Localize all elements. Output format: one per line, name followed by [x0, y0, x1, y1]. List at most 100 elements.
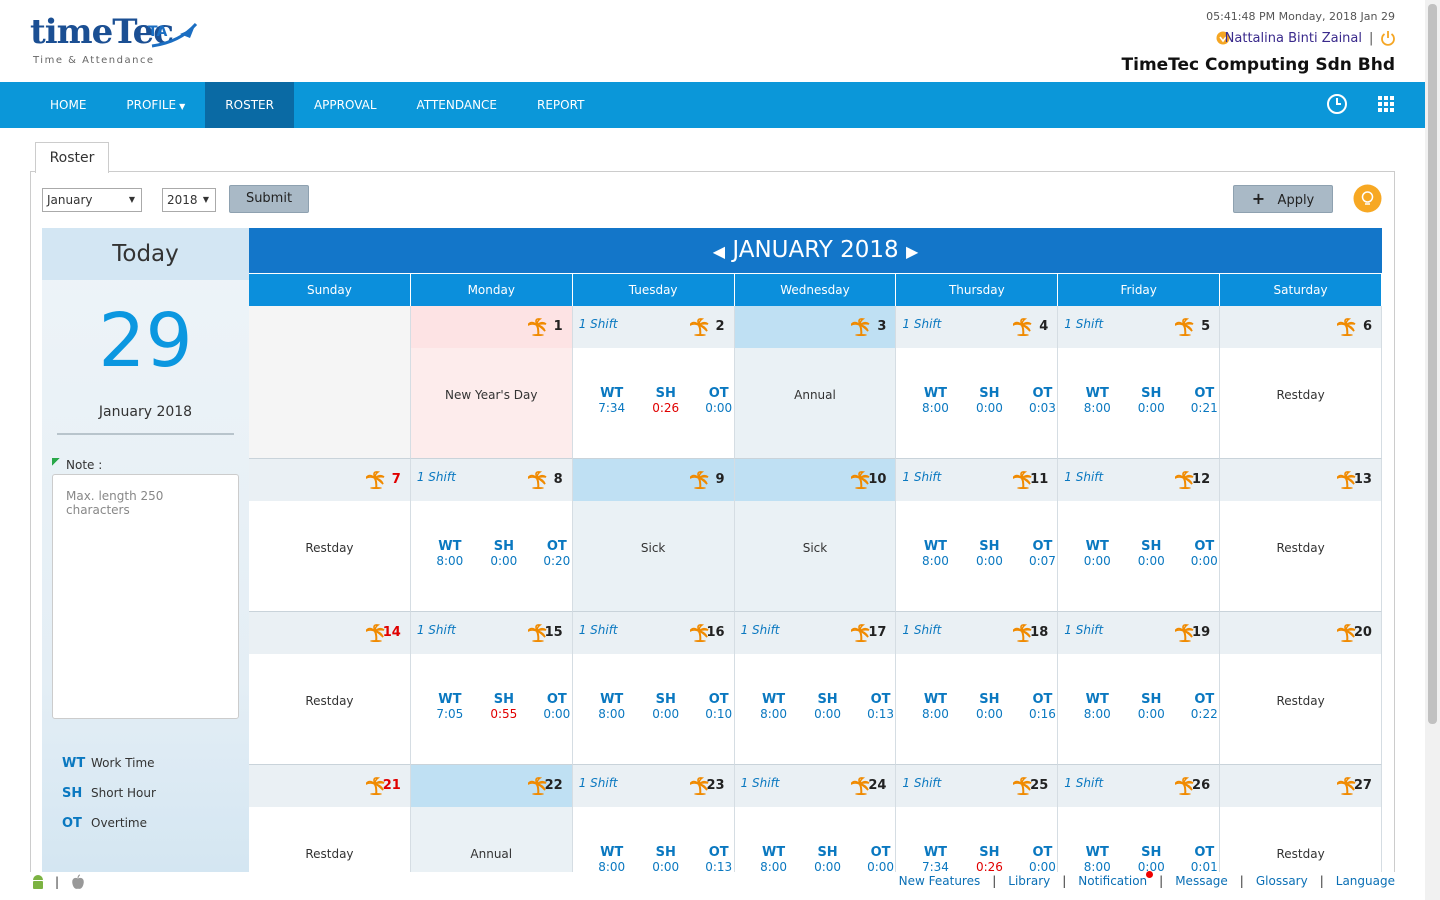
shift-label[interactable]: 1 Shift	[902, 317, 942, 331]
holiday-icon[interactable]	[1011, 624, 1033, 646]
nav-item[interactable]: ATTENDANCE	[397, 82, 517, 128]
shift-label[interactable]: 1 Shift	[416, 470, 456, 484]
day-cell[interactable]: 10 Sick	[734, 459, 897, 612]
shift-label[interactable]: 1 Shift	[1064, 623, 1104, 637]
shift-label[interactable]: 1 Shift	[1064, 317, 1104, 331]
next-month[interactable]: ▶	[905, 242, 919, 261]
day-number: 24	[868, 778, 887, 793]
shift-label[interactable]: 1 Shift	[902, 623, 942, 637]
day-cell[interactable]: 14 Restday	[249, 612, 411, 765]
shift-label[interactable]: 1 Shift	[1064, 776, 1104, 790]
holiday-icon[interactable]	[363, 624, 386, 646]
day-cell[interactable]: 22 Annual	[410, 765, 573, 872]
footer-link[interactable]: Language	[1335, 874, 1395, 888]
logo[interactable]: timeTec	[30, 12, 174, 52]
shift-label[interactable]: 1 Shift	[902, 470, 942, 484]
holiday-icon[interactable]	[1334, 624, 1357, 646]
holiday-icon[interactable]	[849, 777, 871, 799]
shift-label[interactable]: 1 Shift	[902, 776, 942, 790]
android-icon[interactable]	[30, 875, 46, 891]
scrollbar[interactable]	[1425, 0, 1440, 900]
day-cell[interactable]: 20 Restday	[1220, 612, 1382, 765]
holiday-icon[interactable]	[1011, 471, 1033, 493]
holiday-icon[interactable]	[687, 471, 710, 493]
day-cell[interactable]: 21 Restday	[249, 765, 411, 872]
footer-link[interactable]: Library	[1008, 874, 1051, 888]
holiday-icon[interactable]	[849, 624, 871, 646]
day-cell[interactable]: 1 Shift 25 WT 7:34 SH 0:26 OT 0:00	[896, 765, 1059, 872]
day-cell[interactable]: 1 Shift 2 WT 7:34 SH 0:26 OT 0:00	[572, 306, 735, 459]
apple-icon[interactable]	[70, 874, 86, 890]
day-cell[interactable]: 1 Shift 11 WT 8:00 SH 0:00 OT 0:07	[896, 459, 1059, 612]
nav-item[interactable]: HOME	[30, 82, 106, 128]
note-textarea[interactable]: Max. length 250 characters	[52, 474, 239, 719]
holiday-icon[interactable]	[1173, 624, 1195, 646]
apply-button[interactable]: + Apply	[1233, 185, 1333, 213]
day-cell[interactable]: 1 Shift 18 WT 8:00 SH 0:00 OT 0:16	[896, 612, 1059, 765]
holiday-icon[interactable]	[525, 624, 548, 646]
holiday-icon[interactable]	[525, 471, 548, 493]
submit-button[interactable]: Submit	[229, 185, 309, 213]
logout-icon[interactable]	[1380, 30, 1396, 46]
holiday-icon[interactable]	[687, 777, 710, 799]
nav-item[interactable]: ROSTER	[205, 82, 294, 128]
holiday-icon[interactable]	[1173, 777, 1195, 799]
shift-label[interactable]: 1 Shift	[578, 317, 618, 331]
holiday-icon[interactable]	[1011, 777, 1033, 799]
day-cell[interactable]: 1 Shift 16 WT 8:00 SH 0:00 OT 0:10	[572, 612, 735, 765]
holiday-icon[interactable]	[687, 318, 710, 340]
shift-label[interactable]: 1 Shift	[740, 776, 780, 790]
holiday-icon[interactable]	[525, 318, 548, 340]
day-cell[interactable]: 1 Shift 15 WT 7:05 SH 0:55 OT 0:00	[410, 612, 573, 765]
year-select[interactable]: 2018 ▼	[162, 188, 216, 212]
day-cell[interactable]: 3 Annual	[734, 306, 897, 459]
holiday-icon[interactable]	[363, 777, 386, 799]
day-cell[interactable]: 1 Shift 23 WT 8:00 SH 0:00 OT 0:13	[572, 765, 735, 872]
day-cell[interactable]: 1 Shift 12 WT 0:00 SH 0:00 OT 0:00	[1058, 459, 1221, 612]
day-cell[interactable]: 1 Shift 5 WT 8:00 SH 0:00 OT 0:21	[1058, 306, 1221, 459]
shift-label[interactable]: 1 Shift	[578, 623, 618, 637]
apps-icon[interactable]	[1378, 96, 1394, 112]
clock-icon[interactable]	[1326, 93, 1348, 115]
day-cell[interactable]: 1 Shift 17 WT 8:00 SH 0:00 OT 0:13	[734, 612, 897, 765]
prev-month[interactable]: ◀	[712, 242, 726, 261]
scroll-thumb[interactable]	[1428, 4, 1437, 724]
holiday-icon[interactable]	[849, 318, 871, 340]
holiday-icon[interactable]	[1334, 471, 1357, 493]
roster-tab[interactable]: Roster	[35, 142, 109, 173]
footer-link[interactable]: New Features	[898, 874, 981, 888]
shift-label[interactable]: 1 Shift	[416, 623, 456, 637]
day-cell[interactable]: 7 Restday	[249, 459, 411, 612]
nav-item[interactable]: REPORT	[517, 82, 604, 128]
footer-link[interactable]: Notification	[1078, 871, 1154, 888]
day-cell[interactable]: 1 Shift 19 WT 8:00 SH 0:00 OT 0:22	[1058, 612, 1221, 765]
day-cell[interactable]: 1 Shift 26 WT 8:00 SH 0:00 OT 0:01	[1058, 765, 1221, 872]
holiday-icon[interactable]	[1173, 318, 1195, 340]
day-cell[interactable]: 9 Sick	[572, 459, 735, 612]
holiday-icon[interactable]	[1011, 318, 1033, 340]
day-cell[interactable]: 13 Restday	[1220, 459, 1382, 612]
day-cell[interactable]: 1 Shift 8 WT 8:00 SH 0:00 OT 0:20	[410, 459, 573, 612]
footer-link[interactable]: Glossary	[1255, 874, 1308, 888]
shift-label[interactable]: 1 Shift	[740, 623, 780, 637]
user-name[interactable]: Nattalina Binti Zainal	[1224, 31, 1362, 46]
nav-item[interactable]: PROFILE ▼	[106, 82, 205, 128]
shift-label[interactable]: 1 Shift	[578, 776, 618, 790]
nav-item[interactable]: APPROVAL	[294, 82, 397, 128]
day-cell[interactable]: 1 New Year's Day	[410, 306, 573, 459]
holiday-icon[interactable]	[525, 777, 548, 799]
month-select[interactable]: January ▼	[42, 188, 142, 212]
holiday-icon[interactable]	[687, 624, 710, 646]
holiday-icon[interactable]	[849, 471, 871, 493]
tips-icon[interactable]	[1353, 184, 1382, 213]
day-cell[interactable]: 1 Shift 24 WT 8:00 SH 0:00 OT 0:00	[734, 765, 897, 872]
day-cell[interactable]: 27 Restday	[1220, 765, 1382, 872]
footer-link[interactable]: Message	[1175, 874, 1228, 888]
holiday-icon[interactable]	[1173, 471, 1195, 493]
holiday-icon[interactable]	[1334, 777, 1357, 799]
day-cell[interactable]: 6 Restday	[1220, 306, 1382, 459]
holiday-icon[interactable]	[363, 471, 386, 493]
day-cell[interactable]: 1 Shift 4 WT 8:00 SH 0:00 OT 0:03	[896, 306, 1059, 459]
holiday-icon[interactable]	[1334, 318, 1357, 340]
shift-label[interactable]: 1 Shift	[1064, 470, 1104, 484]
